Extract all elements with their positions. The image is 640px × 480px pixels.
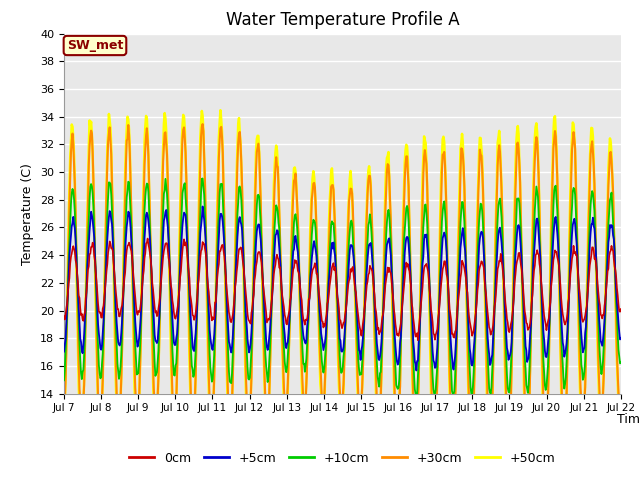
+30cm bbox=[411, 397, 419, 403]
+50cm bbox=[428, 392, 435, 397]
+5cm bbox=[411, 359, 419, 364]
0cm bbox=[411, 329, 419, 335]
+50cm bbox=[617, 396, 625, 402]
+5cm bbox=[413, 368, 420, 373]
+5cm bbox=[199, 204, 207, 209]
+5cm bbox=[70, 221, 78, 227]
0cm bbox=[428, 312, 436, 317]
+10cm bbox=[214, 225, 222, 230]
+30cm bbox=[428, 362, 435, 368]
+10cm bbox=[428, 356, 436, 361]
+10cm bbox=[184, 251, 192, 256]
Y-axis label: Temperature (C): Temperature (C) bbox=[22, 163, 35, 264]
+10cm bbox=[617, 359, 625, 365]
0cm bbox=[70, 246, 78, 252]
+50cm bbox=[216, 108, 224, 113]
+50cm bbox=[184, 264, 192, 270]
+10cm bbox=[412, 391, 419, 396]
+10cm bbox=[199, 176, 207, 181]
+30cm bbox=[127, 210, 135, 216]
+5cm bbox=[214, 249, 222, 255]
0cm bbox=[617, 306, 625, 312]
Line: +10cm: +10cm bbox=[64, 179, 621, 394]
+10cm bbox=[127, 222, 135, 228]
+5cm bbox=[60, 348, 68, 354]
0cm bbox=[144, 236, 152, 241]
+5cm bbox=[617, 335, 625, 341]
+50cm bbox=[70, 153, 78, 158]
0cm bbox=[60, 313, 68, 319]
+5cm bbox=[127, 238, 135, 244]
+10cm bbox=[60, 377, 68, 383]
0cm bbox=[214, 266, 222, 272]
Line: +50cm: +50cm bbox=[64, 110, 621, 408]
+30cm bbox=[184, 253, 192, 259]
X-axis label: Time: Time bbox=[616, 413, 640, 426]
+30cm bbox=[60, 397, 68, 403]
Title: Water Temperature Profile A: Water Temperature Profile A bbox=[225, 11, 460, 29]
+50cm bbox=[214, 202, 221, 208]
0cm bbox=[414, 337, 422, 343]
Line: +30cm: +30cm bbox=[64, 124, 621, 400]
+10cm bbox=[70, 197, 78, 203]
0cm bbox=[185, 268, 193, 274]
+10cm bbox=[411, 386, 419, 392]
+5cm bbox=[184, 255, 192, 261]
+30cm bbox=[199, 121, 207, 127]
+50cm bbox=[127, 224, 135, 230]
Line: +5cm: +5cm bbox=[64, 206, 621, 371]
0cm bbox=[127, 248, 135, 254]
+50cm bbox=[60, 405, 68, 410]
Text: SW_met: SW_met bbox=[67, 39, 123, 52]
+30cm bbox=[70, 162, 78, 168]
Line: 0cm: 0cm bbox=[64, 239, 621, 340]
+50cm bbox=[411, 405, 419, 410]
+5cm bbox=[428, 333, 436, 338]
+30cm bbox=[214, 186, 222, 192]
+30cm bbox=[617, 396, 625, 402]
Legend: 0cm, +5cm, +10cm, +30cm, +50cm: 0cm, +5cm, +10cm, +30cm, +50cm bbox=[124, 447, 561, 469]
